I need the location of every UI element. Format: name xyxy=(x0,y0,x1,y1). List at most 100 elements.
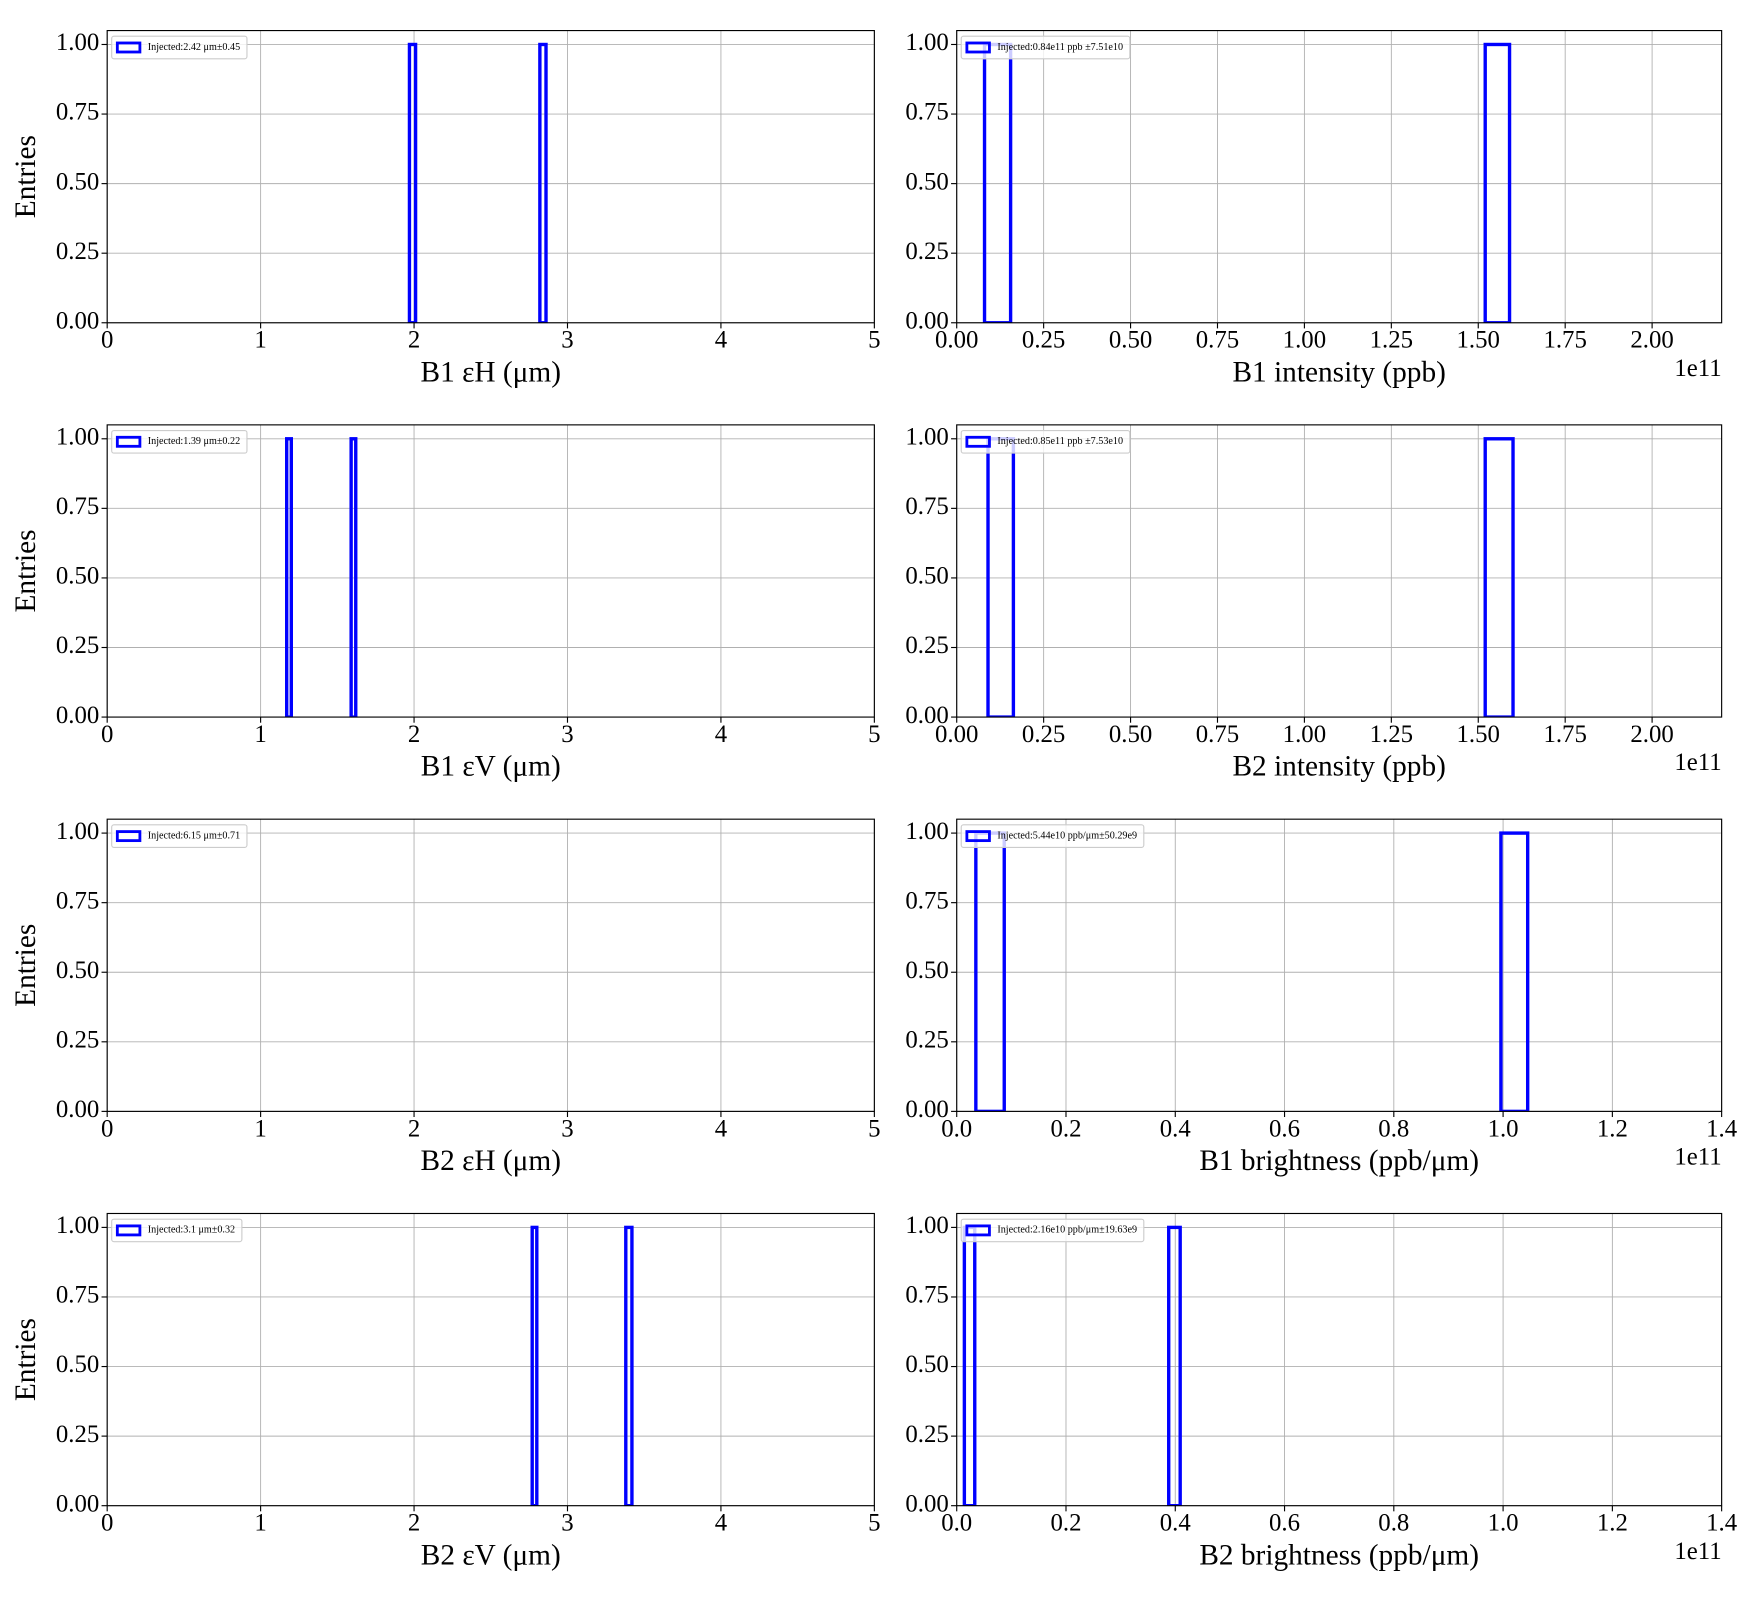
x-tick-label: 0.0 xyxy=(941,1115,972,1142)
legend: Injected:3.1 μm±0.32 xyxy=(111,1218,243,1243)
legend-label: Injected:0.85e11 ppb ±7.53e10 xyxy=(997,436,1123,447)
marks xyxy=(285,437,358,718)
y-tick-label: 0.25 xyxy=(905,1027,948,1054)
x-tick-label: 1.2 xyxy=(1597,1115,1628,1142)
y-tick-label: 0.50 xyxy=(56,563,99,590)
y-tick-label: 0.50 xyxy=(905,957,948,984)
y-tick-label: 0.75 xyxy=(56,887,99,914)
legend-swatch xyxy=(115,1224,142,1237)
axes-frame xyxy=(106,424,875,718)
axes-frame xyxy=(106,818,875,1112)
legend-swatch xyxy=(965,435,991,448)
histogram-bin xyxy=(1167,1225,1182,1506)
y-tick-label: 0.75 xyxy=(56,493,99,520)
x-tick-label: 0.4 xyxy=(1160,1115,1192,1142)
y-tick-label: 0.75 xyxy=(905,493,948,520)
legend: Injected:0.85e11 ppb ±7.53e10 xyxy=(960,429,1131,454)
legend: Injected:2.16e10 ppb/μm±19.63e9 xyxy=(960,1218,1145,1243)
x-tick-label: 2 xyxy=(408,327,420,354)
subplot: 0.00 0.25 0.50 0.75 1.00 1.25 1.50 1.75 2.00 0.00… xyxy=(905,29,1723,388)
x-tick-label: 1.50 xyxy=(1457,721,1500,748)
legend-swatch xyxy=(115,41,142,54)
y-tick-label: 1.00 xyxy=(56,423,99,450)
x-tick-label: 4 xyxy=(715,1115,728,1142)
subplot: 0 1 2 3 4 5 0.00 0.25 0.50 0.75 1.00 B2 εV (μm) Entr… xyxy=(10,1212,881,1571)
y-axis-label: Entries xyxy=(10,135,42,218)
x-offset-label: 1e11 xyxy=(1674,1143,1721,1170)
legend: Injected:1.39 μm±0.22 xyxy=(111,429,248,454)
y-tick-label: 0.25 xyxy=(905,1421,948,1448)
x-tick-label: 1.25 xyxy=(1370,721,1413,748)
legend-label: Injected:5.44e10 ppb/μm±50.29e9 xyxy=(997,830,1137,841)
legend-box xyxy=(960,35,1131,60)
y-tick-label: 0.25 xyxy=(905,632,948,659)
y-tick-label: 0.00 xyxy=(905,307,948,334)
y-tick-label: 0.75 xyxy=(905,1282,948,1309)
legend-label: Injected:6.15 μm±0.71 xyxy=(148,830,240,841)
x-tick-label: 1.0 xyxy=(1488,1510,1519,1537)
legend-box xyxy=(960,824,1145,848)
legend-label: Injected:3.1 μm±0.32 xyxy=(148,1225,235,1236)
legend-box xyxy=(111,824,248,848)
y-tick-label: 0.00 xyxy=(56,702,99,729)
legend: Injected:0.84e11 ppb ±7.51e10 xyxy=(960,35,1131,60)
subplot: 0 1 2 3 4 5 0.00 0.25 0.50 0.75 1.00 B2 εH (μm) Entr… xyxy=(10,818,881,1177)
y-tick-label: 0.25 xyxy=(56,1027,99,1054)
x-tick-label: 0.75 xyxy=(1196,721,1239,748)
x-tick-label: 4 xyxy=(715,327,728,354)
x-tick-label: 5 xyxy=(868,327,880,354)
y-tick-label: 0.25 xyxy=(56,632,99,659)
legend: Injected:6.15 μm±0.71 xyxy=(111,824,248,848)
x-tick-label: 2.00 xyxy=(1630,721,1673,748)
y-tick-label: 0.50 xyxy=(905,563,948,590)
histogram-bin xyxy=(538,42,548,323)
axes-frame xyxy=(106,30,875,324)
subplot: 0 1 2 3 4 5 0.00 0.25 0.50 0.75 1.00 B1 εH (μm) Entr… xyxy=(10,29,881,388)
x-tick-label: 0.50 xyxy=(1109,327,1152,354)
x-tick-label: 0 xyxy=(101,327,113,354)
x-axis-label: B1 brightness (ppb/μm) xyxy=(1199,1145,1479,1177)
x-tick-label: 0.2 xyxy=(1050,1510,1081,1537)
axes-frame xyxy=(956,424,1723,718)
histogram-bin xyxy=(285,437,293,718)
y-axis-label: Entries xyxy=(10,529,42,612)
legend-box xyxy=(111,1218,243,1243)
y-tick-label: 1.00 xyxy=(905,423,948,450)
x-tick-label: 1.2 xyxy=(1597,1510,1628,1537)
y-tick-label: 0.75 xyxy=(905,887,948,914)
x-tick-label: 2.00 xyxy=(1630,327,1673,354)
x-tick-label: 5 xyxy=(868,721,880,748)
x-tick-label: 0.00 xyxy=(935,721,978,748)
y-tick-label: 0.50 xyxy=(905,1351,948,1378)
x-tick-label: 1 xyxy=(254,327,266,354)
histogram-bin xyxy=(1483,42,1512,323)
y-tick-label: 0.75 xyxy=(56,1282,99,1309)
x-axis-label: B2 brightness (ppb/μm) xyxy=(1199,1539,1479,1571)
y-axis-label: Entries xyxy=(10,924,42,1007)
x-tick-label: 3 xyxy=(561,1510,573,1537)
x-tick-label: 1 xyxy=(254,1115,266,1142)
y-tick-label: 0.00 xyxy=(56,1490,99,1517)
x-tick-label: 0.25 xyxy=(1022,721,1065,748)
x-tick-label: 0.75 xyxy=(1196,327,1239,354)
x-tick-label: 0.6 xyxy=(1269,1510,1300,1537)
x-tick-label: 3 xyxy=(561,327,573,354)
y-tick-label: 0.00 xyxy=(905,1096,948,1123)
x-tick-label: 1.4 xyxy=(1706,1115,1738,1142)
x-tick-label: 5 xyxy=(868,1510,880,1537)
y-tick-label: 0.50 xyxy=(56,1351,99,1378)
x-tick-label: 5 xyxy=(868,1115,880,1142)
y-tick-label: 0.75 xyxy=(905,99,948,126)
axes-frame xyxy=(956,30,1723,324)
x-tick-label: 1 xyxy=(254,721,266,748)
x-axis-label: B1 εH (μm) xyxy=(421,356,561,388)
y-tick-label: 1.00 xyxy=(56,818,99,845)
legend-swatch xyxy=(115,830,142,843)
x-tick-label: 1.00 xyxy=(1283,721,1326,748)
x-tick-label: 4 xyxy=(715,1510,728,1537)
legend-swatch xyxy=(965,830,991,843)
histogram-bin xyxy=(1483,437,1515,718)
x-offset-label: 1e11 xyxy=(1674,1538,1721,1565)
x-axis-label: B1 intensity (ppb) xyxy=(1232,356,1445,388)
